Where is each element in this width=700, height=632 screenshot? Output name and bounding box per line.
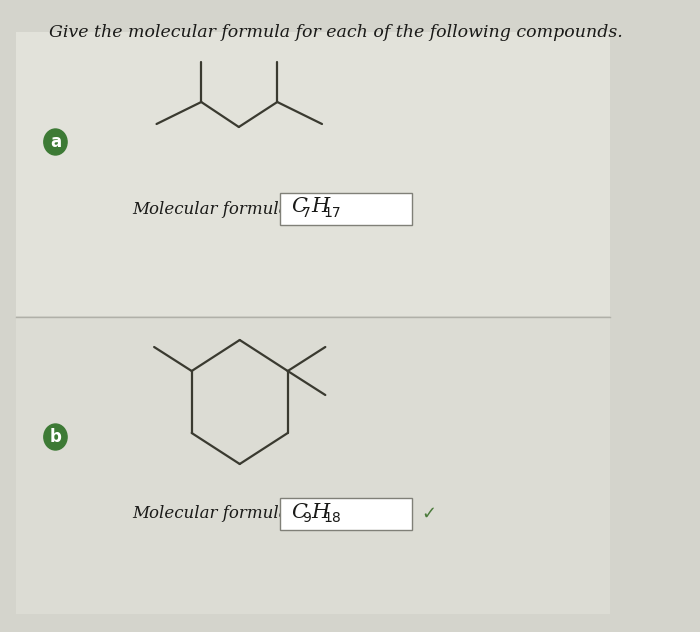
Text: H: H	[312, 502, 330, 521]
Text: ✓: ✓	[421, 505, 436, 523]
Circle shape	[44, 424, 67, 450]
Text: 9: 9	[302, 511, 312, 525]
Text: 7: 7	[302, 206, 311, 220]
FancyBboxPatch shape	[280, 193, 412, 225]
Text: C: C	[290, 197, 307, 217]
FancyBboxPatch shape	[16, 32, 610, 316]
Text: H: H	[312, 197, 330, 217]
Text: C: C	[290, 502, 307, 521]
Circle shape	[44, 129, 67, 155]
Text: b: b	[50, 428, 62, 446]
Text: 18: 18	[324, 511, 342, 525]
Text: Molecular formula:: Molecular formula:	[132, 506, 300, 523]
Text: Molecular formula:: Molecular formula:	[132, 200, 300, 217]
FancyBboxPatch shape	[280, 498, 412, 530]
Text: 17: 17	[324, 206, 342, 220]
FancyBboxPatch shape	[16, 318, 610, 614]
Text: a: a	[50, 133, 61, 151]
Text: Give the molecular formula for each of the following compounds.: Give the molecular formula for each of t…	[49, 24, 623, 41]
